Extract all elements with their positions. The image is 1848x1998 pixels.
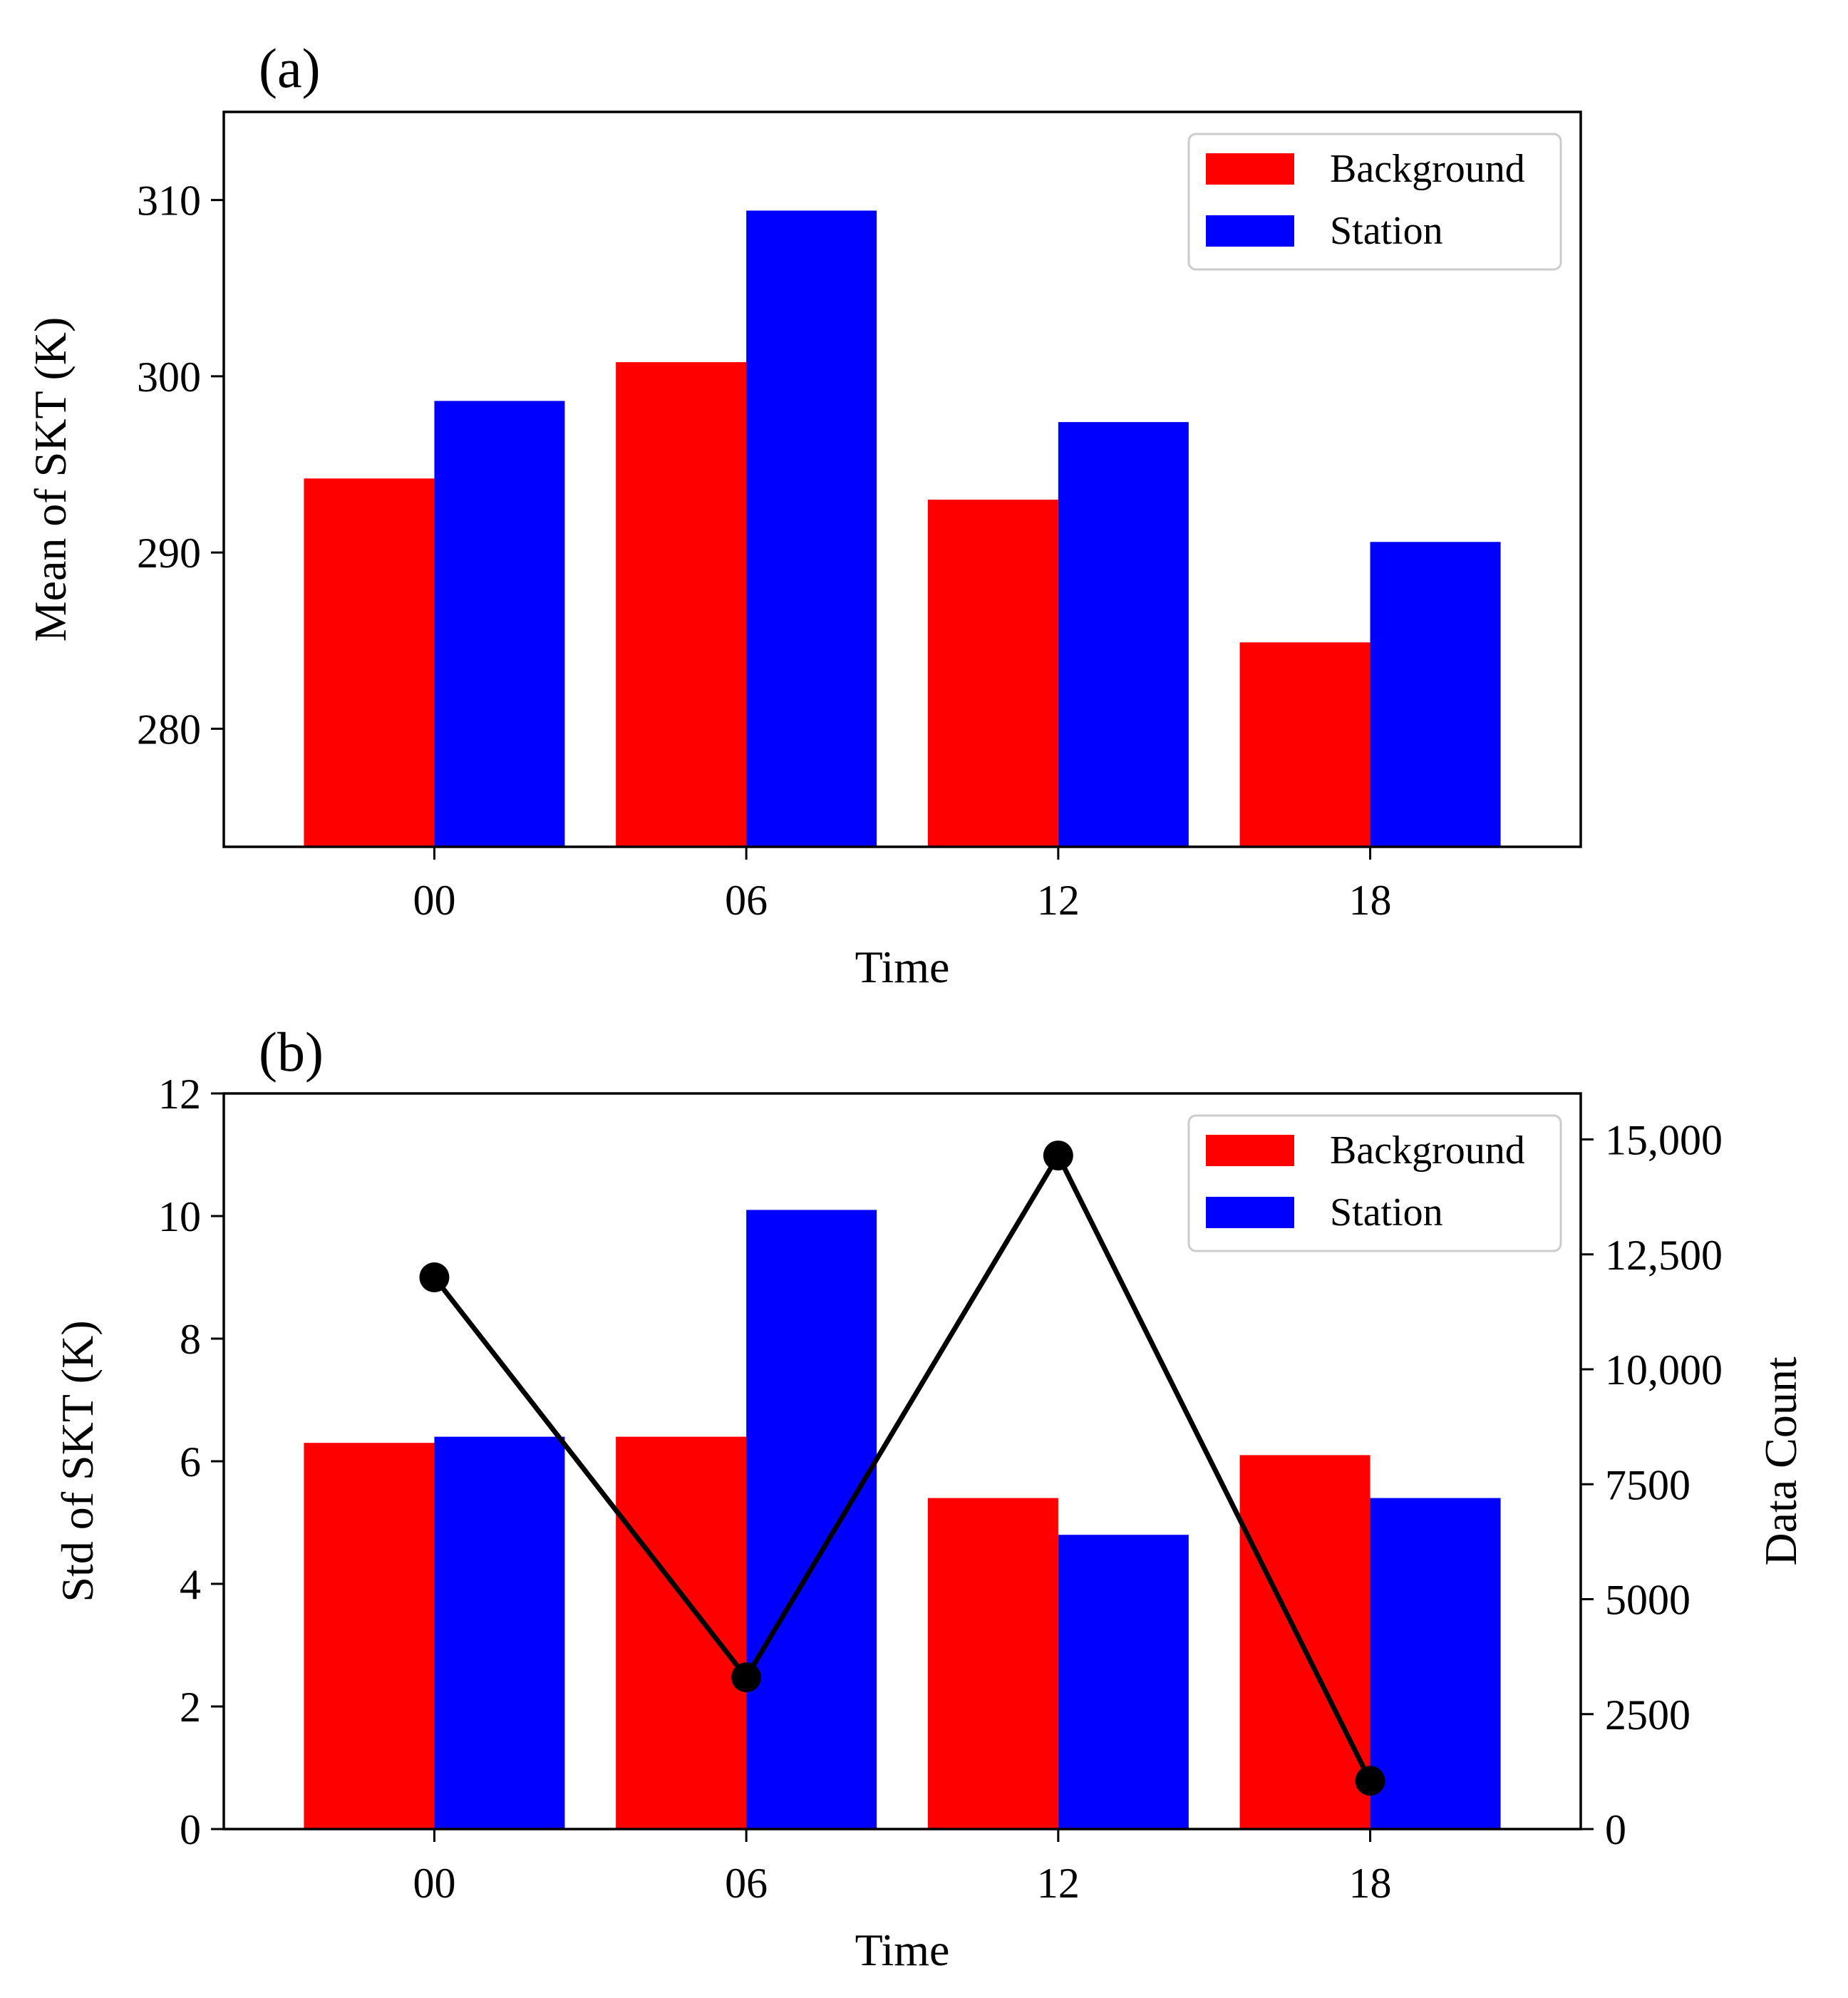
x-tick-label: 18	[1349, 1860, 1392, 1907]
bar-station-00	[434, 401, 565, 847]
y2-tick-label: 15,000	[1605, 1117, 1723, 1164]
data-count-point-00	[419, 1262, 450, 1292]
y-tick-label: 12	[158, 1071, 201, 1118]
bar-station-12	[1058, 422, 1189, 847]
bar-background-18	[1239, 1455, 1370, 1829]
y-tick-label: 4	[180, 1561, 201, 1608]
y2-tick-label: 5000	[1605, 1577, 1690, 1624]
plot-frame	[222, 110, 1582, 848]
x-tick-label: 12	[1037, 1860, 1080, 1907]
bar-background-06	[616, 1436, 747, 1829]
panel-b: (b) 0 2500 5000 7500 10,000 12,500 15,000 Data C…	[52, 1021, 1806, 1975]
bar-background-18	[1239, 642, 1370, 847]
data-count-point-12	[1043, 1140, 1073, 1171]
legend-swatch-background	[1206, 153, 1294, 185]
panel-label: (a)	[259, 37, 321, 99]
y-tick-label: 0	[180, 1806, 201, 1853]
data-count-point-18	[1355, 1766, 1385, 1796]
data-count-line	[432, 1150, 1373, 1782]
bar-station-18	[1370, 1498, 1501, 1829]
panel-a: (a) 280 290 300 310 00 06 12 18 Time Mean of SKT (…	[25, 37, 1582, 992]
y-tick-label: 8	[180, 1316, 201, 1363]
x-axis-label: Time	[855, 1925, 950, 1975]
bar-station-00	[434, 1436, 565, 1829]
x-axis-label: Time	[855, 942, 950, 992]
y-tick-label: 280	[137, 706, 201, 753]
legend-swatch-station	[1206, 215, 1294, 247]
x-tick-label: 00	[413, 1860, 455, 1907]
data-count-point-06	[731, 1662, 762, 1693]
bar-background-06	[616, 362, 747, 847]
legend-label-station: Station	[1330, 209, 1443, 253]
legend-label-station: Station	[1330, 1190, 1443, 1235]
x-tick-label: 00	[413, 877, 455, 924]
bar-background-12	[927, 1498, 1058, 1829]
bar-background-00	[304, 1443, 435, 1829]
y-tick-label: 290	[137, 530, 201, 577]
y2-tick-label: 0	[1605, 1806, 1626, 1853]
y2-tick-label: 12,500	[1605, 1232, 1723, 1279]
y-axis-label: Mean of SKT (K)	[25, 317, 76, 642]
bar-station-12	[1058, 1535, 1189, 1829]
x-tick-label: 18	[1349, 877, 1392, 924]
bar-station-18	[1370, 542, 1501, 847]
legend-swatch-station	[1206, 1197, 1294, 1228]
legend-label-background: Background	[1330, 147, 1525, 191]
legend-swatch-background	[1206, 1135, 1294, 1166]
legend: Background Station	[1187, 133, 1562, 271]
y2-axis-label: Data Count	[1755, 1356, 1806, 1566]
bar-background-00	[304, 478, 435, 847]
y-tick-label: 300	[137, 354, 201, 401]
x-tick-label: 06	[725, 1860, 768, 1907]
y2-tick-label: 10,000	[1605, 1346, 1723, 1394]
y2-tick-label: 2500	[1605, 1691, 1690, 1739]
x-tick-label: 12	[1037, 877, 1080, 924]
y-tick-label: 6	[180, 1438, 201, 1485]
legend-label-background: Background	[1330, 1128, 1525, 1173]
y-tick-label: 2	[180, 1684, 201, 1731]
y2-tick-label: 7500	[1605, 1461, 1690, 1508]
panel-label: (b)	[259, 1021, 324, 1083]
y-axis-label: Std of SKT (K)	[52, 1320, 103, 1602]
x-tick-label: 06	[725, 877, 768, 924]
bar-station-06	[746, 1210, 877, 1829]
bar-background-12	[927, 499, 1058, 847]
y-tick-label: 310	[137, 177, 201, 225]
y-tick-label: 10	[158, 1193, 201, 1240]
legend: Background Station	[1187, 1114, 1562, 1252]
bar-station-06	[746, 210, 877, 847]
